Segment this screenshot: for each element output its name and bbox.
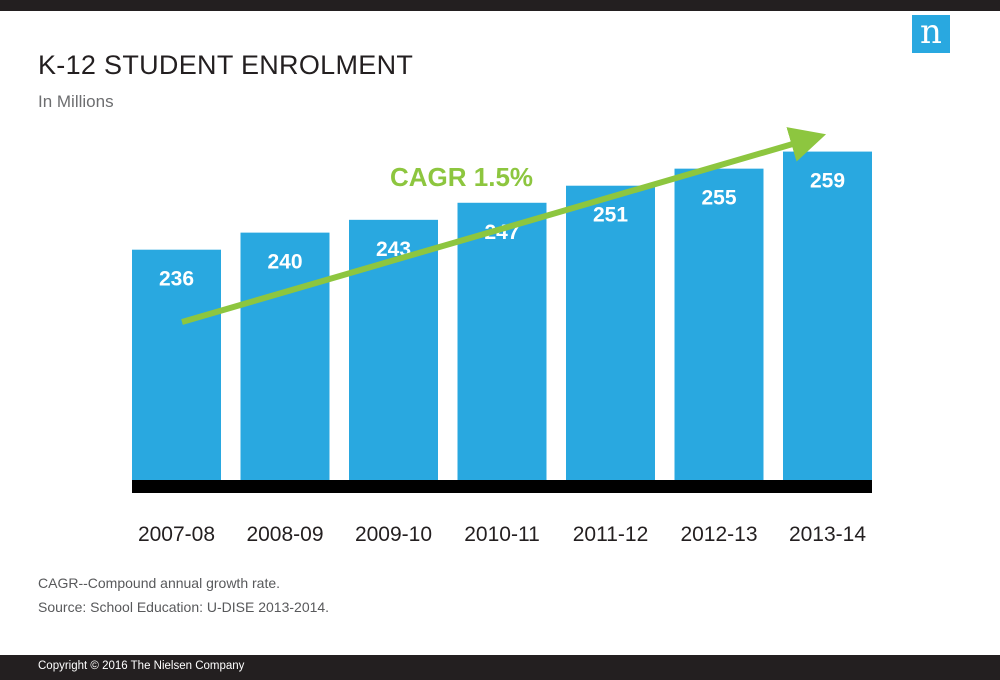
bar-value-label: 236 (159, 268, 194, 291)
top-bar (0, 0, 1000, 11)
bar-2011-12 (566, 185, 655, 480)
bar-2007-08 (132, 249, 221, 480)
x-tick-label: 2010-11 (464, 523, 540, 546)
chart-subtitle: In Millions (38, 92, 114, 111)
x-tick-label: 2008-09 (246, 523, 323, 546)
x-tick-label: 2009-10 (355, 523, 432, 546)
x-tick-label: 2011-12 (573, 523, 649, 546)
x-tick-label: 2007-08 (138, 523, 215, 546)
chart-title: K-12 STUDENT ENROLMENT (38, 50, 414, 80)
bar-2008-09 (240, 232, 330, 480)
source-note: Source: School Education: U-DISE 2013-20… (38, 599, 330, 615)
bar-value-label: 255 (701, 187, 736, 210)
bar-2012-13 (674, 168, 764, 480)
bar-2010-11 (457, 202, 547, 480)
x-tick-label: 2013-14 (789, 523, 866, 546)
bar-value-label: 259 (810, 170, 845, 193)
x-tick-label: 2012-13 (680, 523, 757, 546)
bar-value-label: 240 (267, 251, 302, 274)
bar-value-label: 251 (593, 204, 628, 227)
copyright-text: Copyright © 2016 The Nielsen Company (38, 660, 245, 672)
nielsen-logo: n (912, 15, 950, 53)
footer-bar: Copyright © 2016 The Nielsen Company (0, 655, 1000, 680)
x-axis-baseline (132, 480, 872, 493)
trend-arrow (181, 127, 827, 325)
cagr-annotation: CAGR 1.5% (390, 162, 533, 192)
cagr-footnote: CAGR--Compound annual growth rate. (38, 575, 281, 591)
bar-2013-14 (783, 151, 872, 480)
